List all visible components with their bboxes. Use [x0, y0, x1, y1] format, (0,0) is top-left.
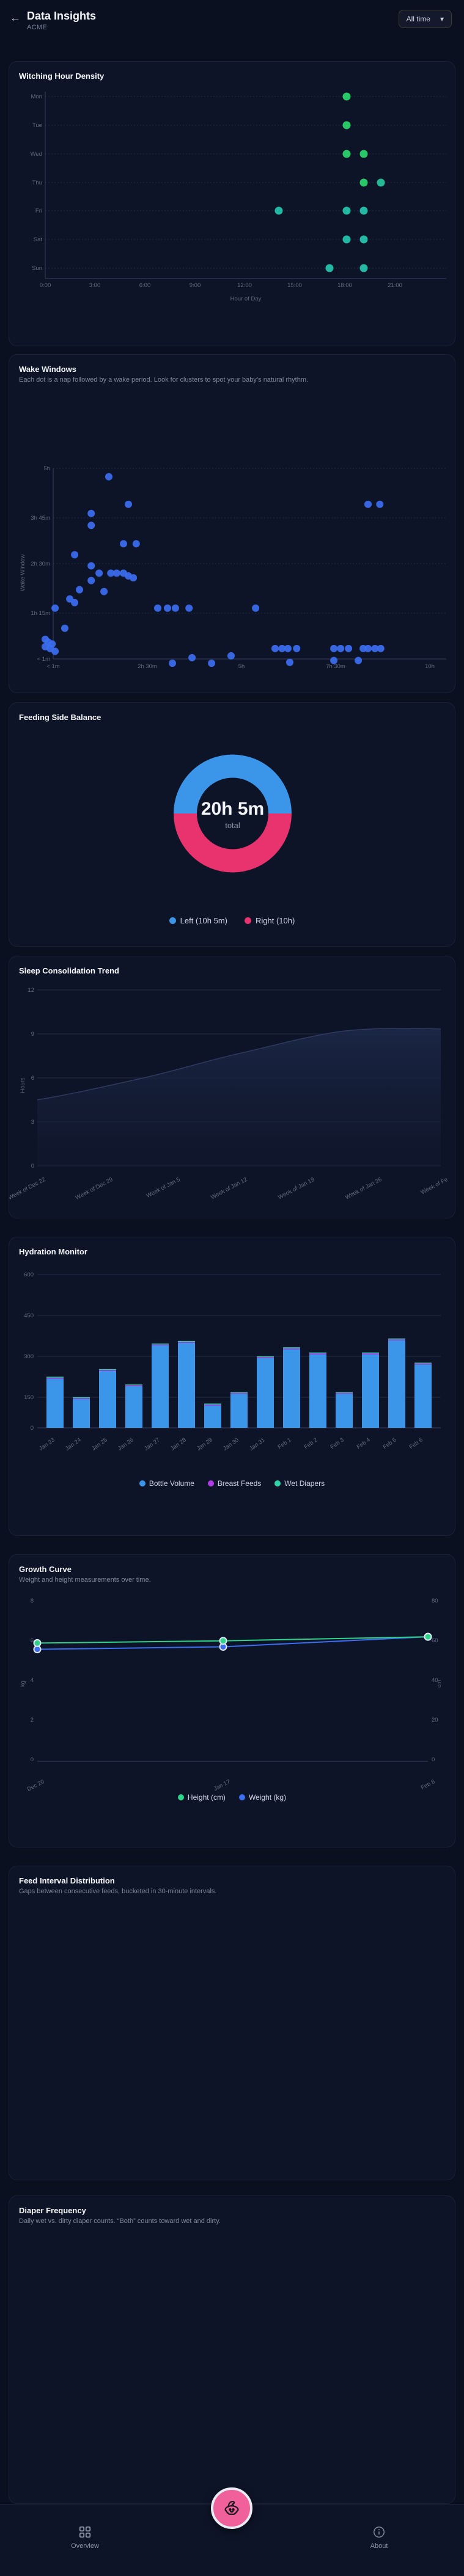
svg-text:6: 6	[31, 1075, 34, 1082]
svg-text:12:00: 12:00	[237, 282, 252, 289]
svg-text:7h 30m: 7h 30m	[326, 663, 345, 670]
svg-text:Jan 28: Jan 28	[169, 1436, 188, 1452]
svg-text:20h 5m: 20h 5m	[201, 799, 264, 819]
svg-text:Week of Fe: Week of Fe	[420, 1176, 449, 1196]
svg-text:6:00: 6:00	[139, 282, 151, 289]
svg-text:Feb 4: Feb 4	[356, 1436, 372, 1450]
svg-text:Jan 27: Jan 27	[143, 1436, 161, 1452]
svg-text:total: total	[225, 821, 240, 830]
svg-text:600: 600	[24, 1272, 34, 1278]
svg-text:Feb 3: Feb 3	[330, 1436, 345, 1450]
svg-text:Sun: Sun	[32, 265, 42, 272]
svg-text:5h: 5h	[43, 465, 50, 472]
svg-text:12: 12	[28, 987, 34, 994]
svg-text:Feb 1: Feb 1	[277, 1436, 293, 1450]
svg-text:4: 4	[31, 1677, 34, 1684]
svg-text:60: 60	[432, 1637, 438, 1644]
svg-text:Jan 25: Jan 25	[90, 1436, 109, 1452]
svg-text:10h: 10h	[425, 663, 435, 670]
svg-text:450: 450	[24, 1312, 34, 1319]
svg-text:Hours: Hours	[20, 1077, 26, 1093]
svg-text:3: 3	[31, 1119, 34, 1126]
svg-text:3:00: 3:00	[89, 282, 101, 289]
svg-text:0: 0	[31, 1425, 34, 1432]
svg-text:Wed: Wed	[31, 151, 42, 158]
svg-text:80: 80	[432, 1598, 438, 1604]
svg-text:Feb 2: Feb 2	[303, 1436, 319, 1450]
svg-text:Wake Window: Wake Window	[20, 555, 26, 591]
svg-text:9:00: 9:00	[190, 282, 201, 289]
svg-text:0: 0	[31, 1756, 34, 1763]
svg-text:300: 300	[24, 1353, 34, 1360]
svg-text:5h: 5h	[238, 663, 245, 670]
svg-text:Sat: Sat	[34, 236, 43, 243]
svg-text:0: 0	[31, 1163, 34, 1170]
svg-text:kg: kg	[20, 1681, 26, 1687]
svg-text:< 1m: < 1m	[37, 656, 50, 663]
svg-text:Hour of Day: Hour of Day	[230, 296, 262, 302]
svg-text:Jan 17: Jan 17	[213, 1778, 231, 1792]
svg-text:Tue: Tue	[32, 122, 42, 129]
svg-text:Feb 5: Feb 5	[382, 1436, 398, 1450]
svg-text:2h 30m: 2h 30m	[31, 561, 50, 567]
svg-text:Jan 29: Jan 29	[196, 1436, 214, 1452]
svg-text:Jan 30: Jan 30	[222, 1436, 240, 1452]
svg-text:40: 40	[432, 1677, 438, 1684]
svg-text:Jan 24: Jan 24	[64, 1436, 83, 1452]
svg-text:6: 6	[31, 1637, 34, 1644]
svg-text:21:00: 21:00	[388, 282, 402, 289]
svg-text:Feb 8: Feb 8	[420, 1778, 436, 1791]
svg-text:Jan 26: Jan 26	[117, 1436, 135, 1452]
svg-text:1h 15m: 1h 15m	[31, 610, 50, 617]
svg-text:15:00: 15:00	[287, 282, 302, 289]
svg-text:Week of Dec 22: Week of Dec 22	[9, 1176, 46, 1201]
svg-text:< 1m: < 1m	[46, 663, 59, 670]
svg-text:Fri: Fri	[35, 208, 42, 214]
svg-text:Jan 31: Jan 31	[248, 1436, 267, 1452]
svg-text:18:00: 18:00	[337, 282, 352, 289]
svg-text:150: 150	[24, 1394, 34, 1401]
svg-text:Week of Jan 19: Week of Jan 19	[277, 1176, 315, 1201]
svg-text:2: 2	[31, 1717, 34, 1723]
svg-text:Jan 23: Jan 23	[38, 1436, 56, 1452]
svg-text:Dec 20: Dec 20	[26, 1778, 46, 1793]
svg-text:2h 30m: 2h 30m	[138, 663, 157, 670]
svg-text:Week of Jan 12: Week of Jan 12	[210, 1176, 248, 1201]
svg-text:Feb 6: Feb 6	[408, 1436, 424, 1450]
svg-text:Mon: Mon	[31, 93, 42, 100]
svg-text:0:00: 0:00	[40, 282, 51, 289]
svg-text:3h 45m: 3h 45m	[31, 515, 50, 522]
svg-text:Week of Jan 26: Week of Jan 26	[344, 1176, 383, 1201]
svg-text:20: 20	[432, 1717, 438, 1723]
svg-text:Week of Jan 5: Week of Jan 5	[145, 1176, 182, 1199]
svg-text:Thu: Thu	[32, 180, 42, 186]
svg-text:0: 0	[432, 1756, 435, 1763]
svg-text:9: 9	[31, 1031, 34, 1038]
svg-text:Week of Dec 29: Week of Dec 29	[75, 1176, 114, 1201]
svg-text:8: 8	[31, 1598, 34, 1604]
